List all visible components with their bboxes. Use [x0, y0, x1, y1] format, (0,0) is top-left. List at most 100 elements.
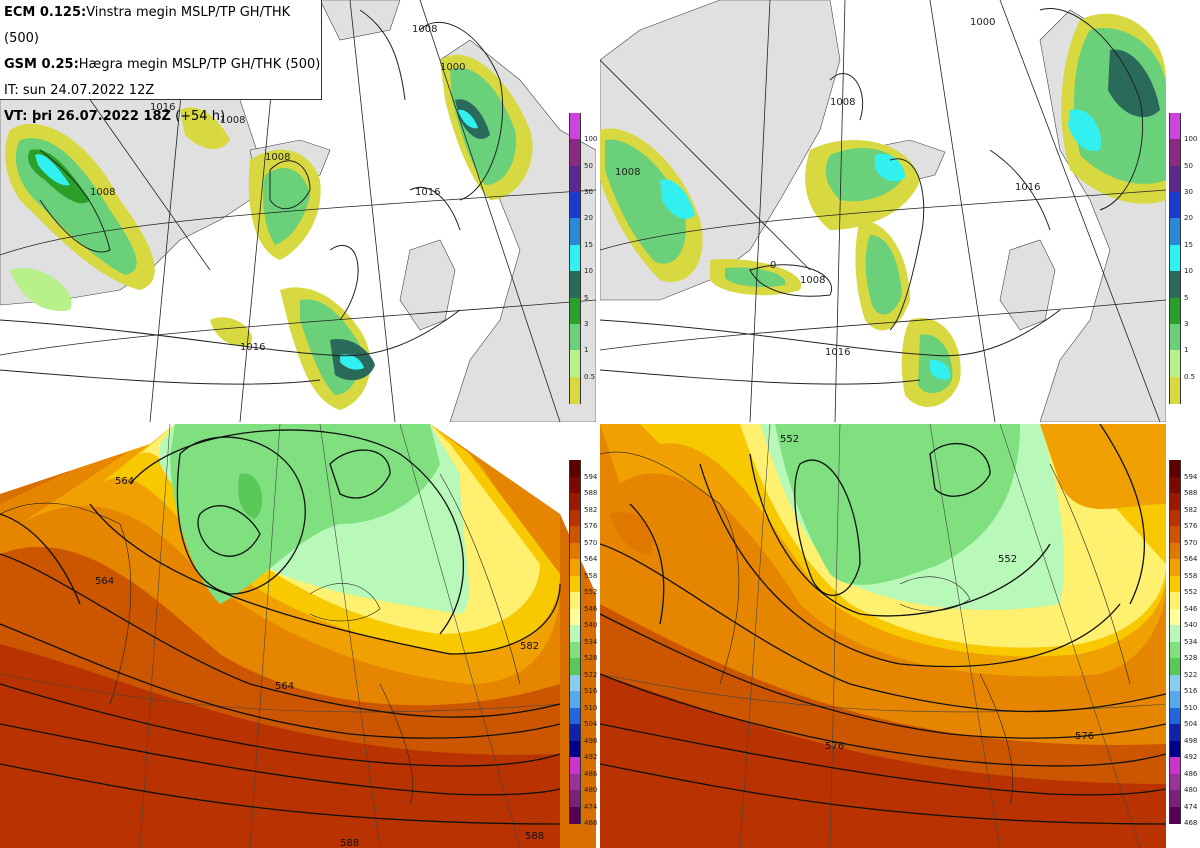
colorbar-swatch: [1169, 509, 1181, 527]
svg-text:564: 564: [95, 576, 114, 587]
svg-text:1008: 1008: [90, 187, 115, 198]
colorbar-swatch: [569, 674, 581, 692]
map-info-box: ECM 0.125:Vinstra megin MSLP/TP GH/THK (…: [0, 0, 322, 124]
colorbar-label: 50: [1184, 161, 1193, 170]
colorbar-label: 564: [584, 555, 598, 563]
svg-text:588: 588: [525, 831, 544, 842]
colorbar-swatch: [1169, 297, 1181, 325]
colorbar-label: 570: [1184, 538, 1198, 547]
colorbar-label: 0.5: [1184, 372, 1196, 381]
svg-text:576: 576: [1075, 731, 1094, 742]
colorbar-swatch: [1169, 559, 1181, 576]
colorbar-swatch: [1169, 350, 1181, 378]
colorbar-label: 516: [1184, 687, 1198, 695]
colorbar-label: 468: [584, 819, 598, 827]
coastlines: [600, 451, 1131, 805]
colorbar-swatch: [569, 271, 581, 299]
colorbar-label: 522: [584, 670, 598, 679]
lat-lon-grid: [0, 424, 561, 848]
colorbar-label: 510: [584, 703, 598, 712]
info-line-initial-time: IT: sun 24.07.2022 12Z: [4, 83, 155, 98]
colorbar-label: 5: [584, 293, 589, 302]
colorbar-label: 486: [1184, 769, 1198, 778]
colorbar-label: 552: [584, 588, 598, 596]
svg-text:1008: 1008: [220, 115, 245, 126]
colorbar-swatch: [569, 658, 581, 675]
colorbar-swatch: [1169, 625, 1181, 642]
colorbar-swatch: [1169, 460, 1181, 477]
thickness-colorbar-left: 594 588 582 576 570 564 558 552 546 540 534 528 522 5…: [569, 460, 598, 827]
colorbar-label: 20: [584, 214, 593, 223]
colorbar-swatch: [1169, 244, 1181, 272]
colorbar-label: 486: [584, 769, 598, 778]
svg-text:1016: 1016: [415, 187, 440, 198]
svg-text:0: 0: [770, 260, 776, 271]
colorbar-swatch: [569, 192, 581, 220]
colorbar-label: 30: [584, 188, 593, 197]
colorbar-swatch: [569, 350, 581, 378]
colorbar-swatch: [569, 113, 581, 140]
svg-text:582: 582: [520, 641, 539, 652]
isobar-labels: 1008 1008 0 1008 1016 1016 1000: [615, 17, 1040, 358]
colorbar-swatch: [569, 575, 581, 593]
colorbar-swatch: [1169, 592, 1181, 609]
colorbar-swatch: [569, 376, 581, 404]
colorbar-label: 480: [1184, 786, 1198, 794]
colorbar-label: 15: [584, 240, 593, 249]
colorbar-swatch: [1169, 658, 1181, 675]
colorbar-swatch: [569, 691, 581, 708]
colorbar-label: 474: [1184, 802, 1198, 811]
colorbar-label: 594: [1184, 472, 1198, 481]
colorbar-swatch: [1169, 192, 1181, 220]
geopotential-contours: [0, 429, 561, 825]
colorbar-label: 534: [584, 637, 598, 646]
colorbar-label: 546: [1184, 604, 1198, 613]
isobar-labels: 1016 1008 1008 1008 1016 1016 1000 1008: [90, 24, 465, 353]
colorbar-swatch: [1169, 691, 1181, 708]
ecm-thickness-map: 564 564 564 582 588 588: [0, 424, 596, 848]
svg-text:1016: 1016: [150, 102, 175, 113]
colorbar-label: 594: [584, 472, 598, 481]
colorbar-label: 468: [1184, 819, 1198, 827]
colorbar-label: 576: [1184, 522, 1198, 530]
lat-lon-grid: [600, 0, 1166, 422]
colorbar-swatch: [569, 559, 581, 576]
colorbar-swatch: [569, 493, 581, 510]
colorbar-label: 546: [584, 604, 598, 613]
colorbar-label: 498: [1184, 736, 1198, 745]
colorbar-swatch: [1169, 376, 1181, 404]
colorbar-swatch: [569, 806, 581, 824]
colorbar-swatch: [569, 218, 581, 246]
svg-text:1000: 1000: [970, 17, 995, 28]
colorbar-swatch: [569, 139, 581, 167]
colorbar-label: 1: [1184, 346, 1189, 355]
colorbar-swatch: [569, 323, 581, 351]
britain-land: [999, 239, 1056, 331]
colorbar-swatch: [569, 707, 581, 725]
colorbar-label: 0.5: [584, 372, 596, 381]
colorbar-label: 516: [584, 687, 598, 695]
colorbar-label: 504: [584, 720, 598, 728]
colorbar-swatch: [1169, 218, 1181, 246]
colorbar-swatch: [1169, 806, 1181, 824]
colorbar-label: 588: [1184, 489, 1198, 497]
colorbar-swatch: [569, 641, 581, 659]
colorbar-label: 558: [1184, 571, 1198, 580]
svg-text:1008: 1008: [412, 24, 437, 35]
colorbar-swatch: [569, 790, 581, 807]
info-line-ecm: ECM 0.125:Vinstra megin MSLP/TP GH/THK (…: [4, 5, 291, 46]
colorbar-label: 570: [584, 538, 598, 547]
colorbar-swatch: [569, 542, 581, 560]
colorbar-swatch: [1169, 773, 1181, 791]
colorbar-swatch: [569, 740, 581, 758]
colorbar-label: 522: [1184, 670, 1198, 679]
colorbar-label: 5: [1184, 293, 1189, 302]
colorbar-swatch: [569, 165, 581, 193]
colorbar-swatch: [569, 244, 581, 272]
colorbar-swatch: [1169, 641, 1181, 659]
colorbar-label: 510: [1184, 703, 1198, 712]
precip-areas: [600, 13, 1166, 407]
colorbar-swatch: [1169, 139, 1181, 167]
colorbar-swatch: [1169, 608, 1181, 626]
colorbar-swatch: [1169, 323, 1181, 351]
